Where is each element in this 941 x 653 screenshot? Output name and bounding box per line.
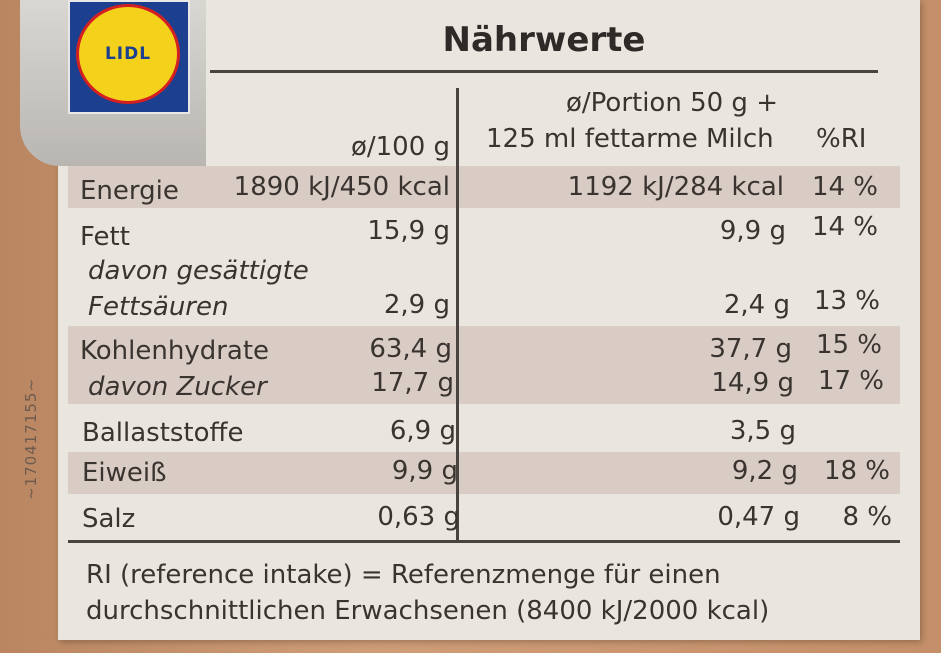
row-portion: 9,2 g bbox=[731, 456, 798, 486]
row-ri: 8 % bbox=[842, 502, 892, 532]
row-ri: 17 % bbox=[817, 366, 884, 396]
row-portion: 2,4 g bbox=[723, 290, 790, 320]
row-portion: 1192 kJ/284 kcal bbox=[567, 172, 784, 202]
row-label: Fett bbox=[80, 222, 130, 252]
row-ri: 14 % bbox=[811, 212, 878, 242]
row-label: davon Zucker bbox=[88, 372, 267, 402]
row-per100: 17,7 g bbox=[371, 368, 454, 398]
row-band-eiweiss bbox=[68, 452, 900, 494]
row-label-line1: davon gesättigte bbox=[88, 256, 309, 286]
row-label-line2: Fettsäuren bbox=[88, 292, 229, 322]
header-per100: ø/100 g bbox=[350, 132, 450, 162]
row-label: Eiweiß bbox=[82, 458, 167, 488]
footnote-divider bbox=[68, 540, 900, 543]
footnote-line1: RI (reference intake) = Referenzmenge fü… bbox=[86, 560, 721, 590]
row-label: Salz bbox=[82, 504, 136, 534]
header-ri: %RI bbox=[816, 124, 867, 154]
row-portion: 9,9 g bbox=[719, 216, 786, 246]
row-per100: 15,9 g bbox=[367, 216, 450, 246]
row-label: Kohlenhydrate bbox=[80, 336, 270, 366]
side-code: ~170417155~ bbox=[22, 377, 40, 500]
header-portion-line2: 125 ml fettarme Milch bbox=[486, 124, 774, 154]
row-label: Energie bbox=[80, 176, 179, 206]
row-portion: 14,9 g bbox=[711, 368, 794, 398]
row-band-kohlenhydrate bbox=[68, 326, 900, 404]
lidl-logo-text: LIDL bbox=[104, 44, 152, 64]
row-label: Ballaststoffe bbox=[82, 418, 244, 448]
row-per100: 9,9 g bbox=[391, 456, 458, 486]
title-divider bbox=[210, 70, 878, 73]
row-band-energie bbox=[68, 166, 900, 208]
table-title: Nährwerte bbox=[442, 20, 646, 60]
footnote-line2: durchschnittlichen Erwachsenen (8400 kJ/… bbox=[86, 596, 770, 626]
row-per100: 6,9 g bbox=[389, 416, 456, 446]
row-per100: 1890 kJ/450 kcal bbox=[233, 172, 450, 202]
row-portion: 0,47 g bbox=[717, 502, 800, 532]
row-ri: 18 % bbox=[823, 456, 890, 486]
row-ri: 15 % bbox=[815, 330, 882, 360]
lidl-logo-circle: LIDL bbox=[76, 4, 180, 104]
row-portion: 37,7 g bbox=[709, 334, 792, 364]
row-per100: 2,9 g bbox=[383, 290, 450, 320]
row-ri: 14 % bbox=[811, 172, 878, 202]
header-portion-line1: ø/Portion 50 g + bbox=[566, 88, 778, 118]
lidl-logo: LIDL bbox=[68, 0, 190, 114]
row-per100: 0,63 g bbox=[377, 502, 460, 532]
row-ri: 13 % bbox=[813, 286, 880, 316]
row-per100: 63,4 g bbox=[369, 334, 452, 364]
row-portion: 3,5 g bbox=[729, 416, 796, 446]
column-divider bbox=[456, 88, 459, 540]
